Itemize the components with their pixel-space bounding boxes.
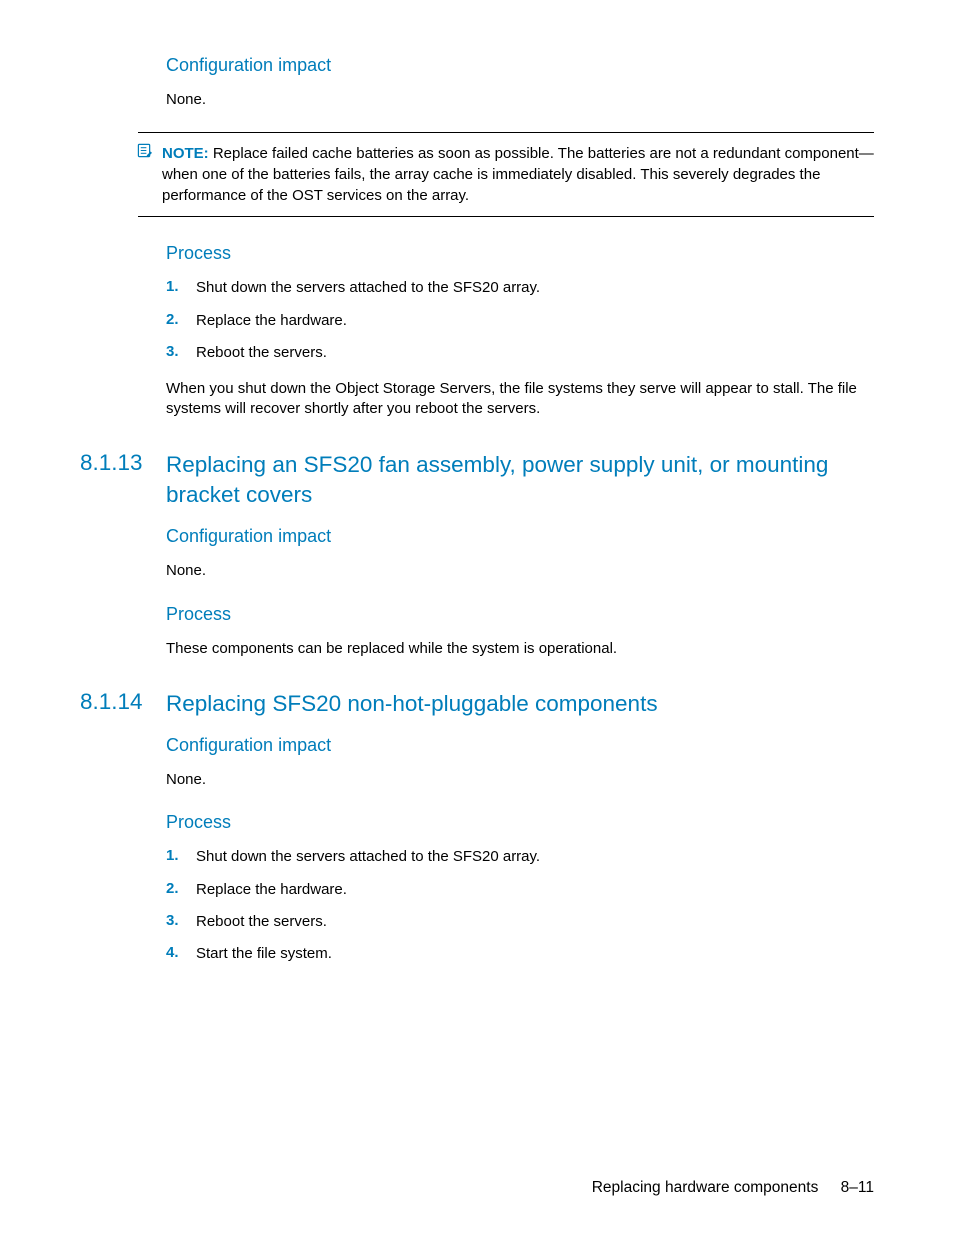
list-text: Shut down the servers attached to the SF… [196, 278, 540, 298]
note-text: NOTE: Replace failed cache batteries as … [162, 143, 874, 206]
list-text: Shut down the servers attached to the SF… [196, 847, 540, 867]
list-number: 1. [166, 847, 196, 867]
config-impact-body-3: None. [166, 770, 874, 790]
list-item: 2. Replace the hardware. [166, 880, 874, 900]
footer-page-number: 8–11 [841, 1179, 874, 1196]
section-number: 8.1.14 [80, 689, 166, 719]
process-heading-1: Process [166, 243, 874, 264]
section-title: Replacing SFS20 non-hot-pluggable compon… [166, 689, 658, 719]
list-text: Reboot the servers. [196, 912, 327, 932]
list-text: Reboot the servers. [196, 343, 327, 363]
page-footer: Replacing hardware components 8–11 [592, 1179, 874, 1197]
ordered-list-1: 1. Shut down the servers attached to the… [166, 278, 874, 363]
post-steps-text: When you shut down the Object Storage Se… [166, 379, 874, 420]
config-impact-body-1: None. [166, 90, 874, 110]
config-impact-heading-1: Configuration impact [166, 55, 874, 76]
process-heading-3: Process [166, 812, 874, 833]
list-number: 3. [166, 912, 196, 932]
note-icon [137, 143, 152, 158]
config-impact-heading-3: Configuration impact [166, 735, 874, 756]
list-number: 1. [166, 278, 196, 298]
section-heading-8-1-14: 8.1.14 Replacing SFS20 non-hot-pluggable… [80, 689, 874, 719]
list-item: 3. Reboot the servers. [166, 343, 874, 363]
list-number: 3. [166, 343, 196, 363]
list-text: Start the file system. [196, 944, 332, 964]
list-item: 4. Start the file system. [166, 944, 874, 964]
config-impact-heading-2: Configuration impact [166, 526, 874, 547]
footer-title: Replacing hardware components [592, 1179, 819, 1196]
section-heading-8-1-13: 8.1.13 Replacing an SFS20 fan assembly, … [80, 450, 874, 511]
list-item: 2. Replace the hardware. [166, 311, 874, 331]
process-heading-2: Process [166, 604, 874, 625]
list-item: 1. Shut down the servers attached to the… [166, 278, 874, 298]
note-block: NOTE: Replace failed cache batteries as … [138, 132, 874, 217]
ordered-list-3: 1. Shut down the servers attached to the… [166, 847, 874, 964]
section-title: Replacing an SFS20 fan assembly, power s… [166, 450, 874, 511]
list-number: 2. [166, 880, 196, 900]
note-label: NOTE: [162, 145, 209, 162]
list-number: 4. [166, 944, 196, 964]
process-body-2: These components can be replaced while t… [166, 639, 874, 659]
list-item: 1. Shut down the servers attached to the… [166, 847, 874, 867]
note-body: Replace failed cache batteries as soon a… [162, 145, 874, 204]
list-number: 2. [166, 311, 196, 331]
config-impact-body-2: None. [166, 561, 874, 581]
list-item: 3. Reboot the servers. [166, 912, 874, 932]
section-number: 8.1.13 [80, 450, 166, 511]
list-text: Replace the hardware. [196, 311, 347, 331]
list-text: Replace the hardware. [196, 880, 347, 900]
